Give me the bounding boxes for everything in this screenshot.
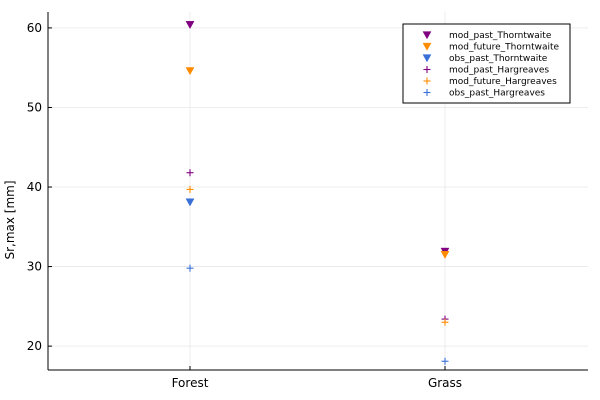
y-axis-label: Sr,max [mm]: [3, 180, 17, 259]
x-tick-label: Grass: [428, 376, 462, 390]
tick-labels: 20 30 40 50 60 Forest Grass: [27, 21, 462, 390]
data-point: [441, 357, 449, 365]
y-tick-label: 40: [27, 180, 42, 194]
legend-box: [402, 23, 571, 104]
axes: [47, 12, 588, 371]
legend-marker: [422, 31, 432, 40]
legend-marker: [423, 66, 431, 73]
data-point: [186, 185, 194, 193]
legend-label: mod_future_Hargreaves: [449, 77, 557, 87]
legend-marker: [423, 89, 431, 96]
legend-label: mod_past_Thorntwaite: [449, 31, 552, 41]
data-point: [441, 318, 449, 326]
y-tick-label: 30: [27, 260, 42, 274]
data-point: [185, 198, 195, 207]
legend: mod_past_Thorntwaite mod_future_Thorntwai…: [402, 23, 571, 104]
data-point: [440, 250, 450, 259]
legend-label: mod_future_Thorntwaite: [449, 43, 560, 53]
legend-label: obs_past_Thorntwaite: [449, 54, 548, 64]
legend-label: obs_past_Hargreaves: [449, 89, 545, 99]
data-points: [185, 21, 450, 365]
legend-marker: [423, 77, 431, 85]
data-point: [185, 21, 195, 30]
y-tick-label: 20: [27, 339, 42, 353]
data-point: [186, 264, 194, 272]
legend-label: mod_past_Hargreaves: [449, 66, 549, 76]
y-tick-label: 50: [27, 100, 42, 114]
data-point: [186, 169, 194, 177]
data-point: [185, 67, 195, 76]
y-tick-label: 60: [27, 21, 42, 35]
x-tick-label: Forest: [172, 376, 209, 390]
legend-marker: [422, 42, 432, 51]
legend-marker: [422, 54, 432, 63]
